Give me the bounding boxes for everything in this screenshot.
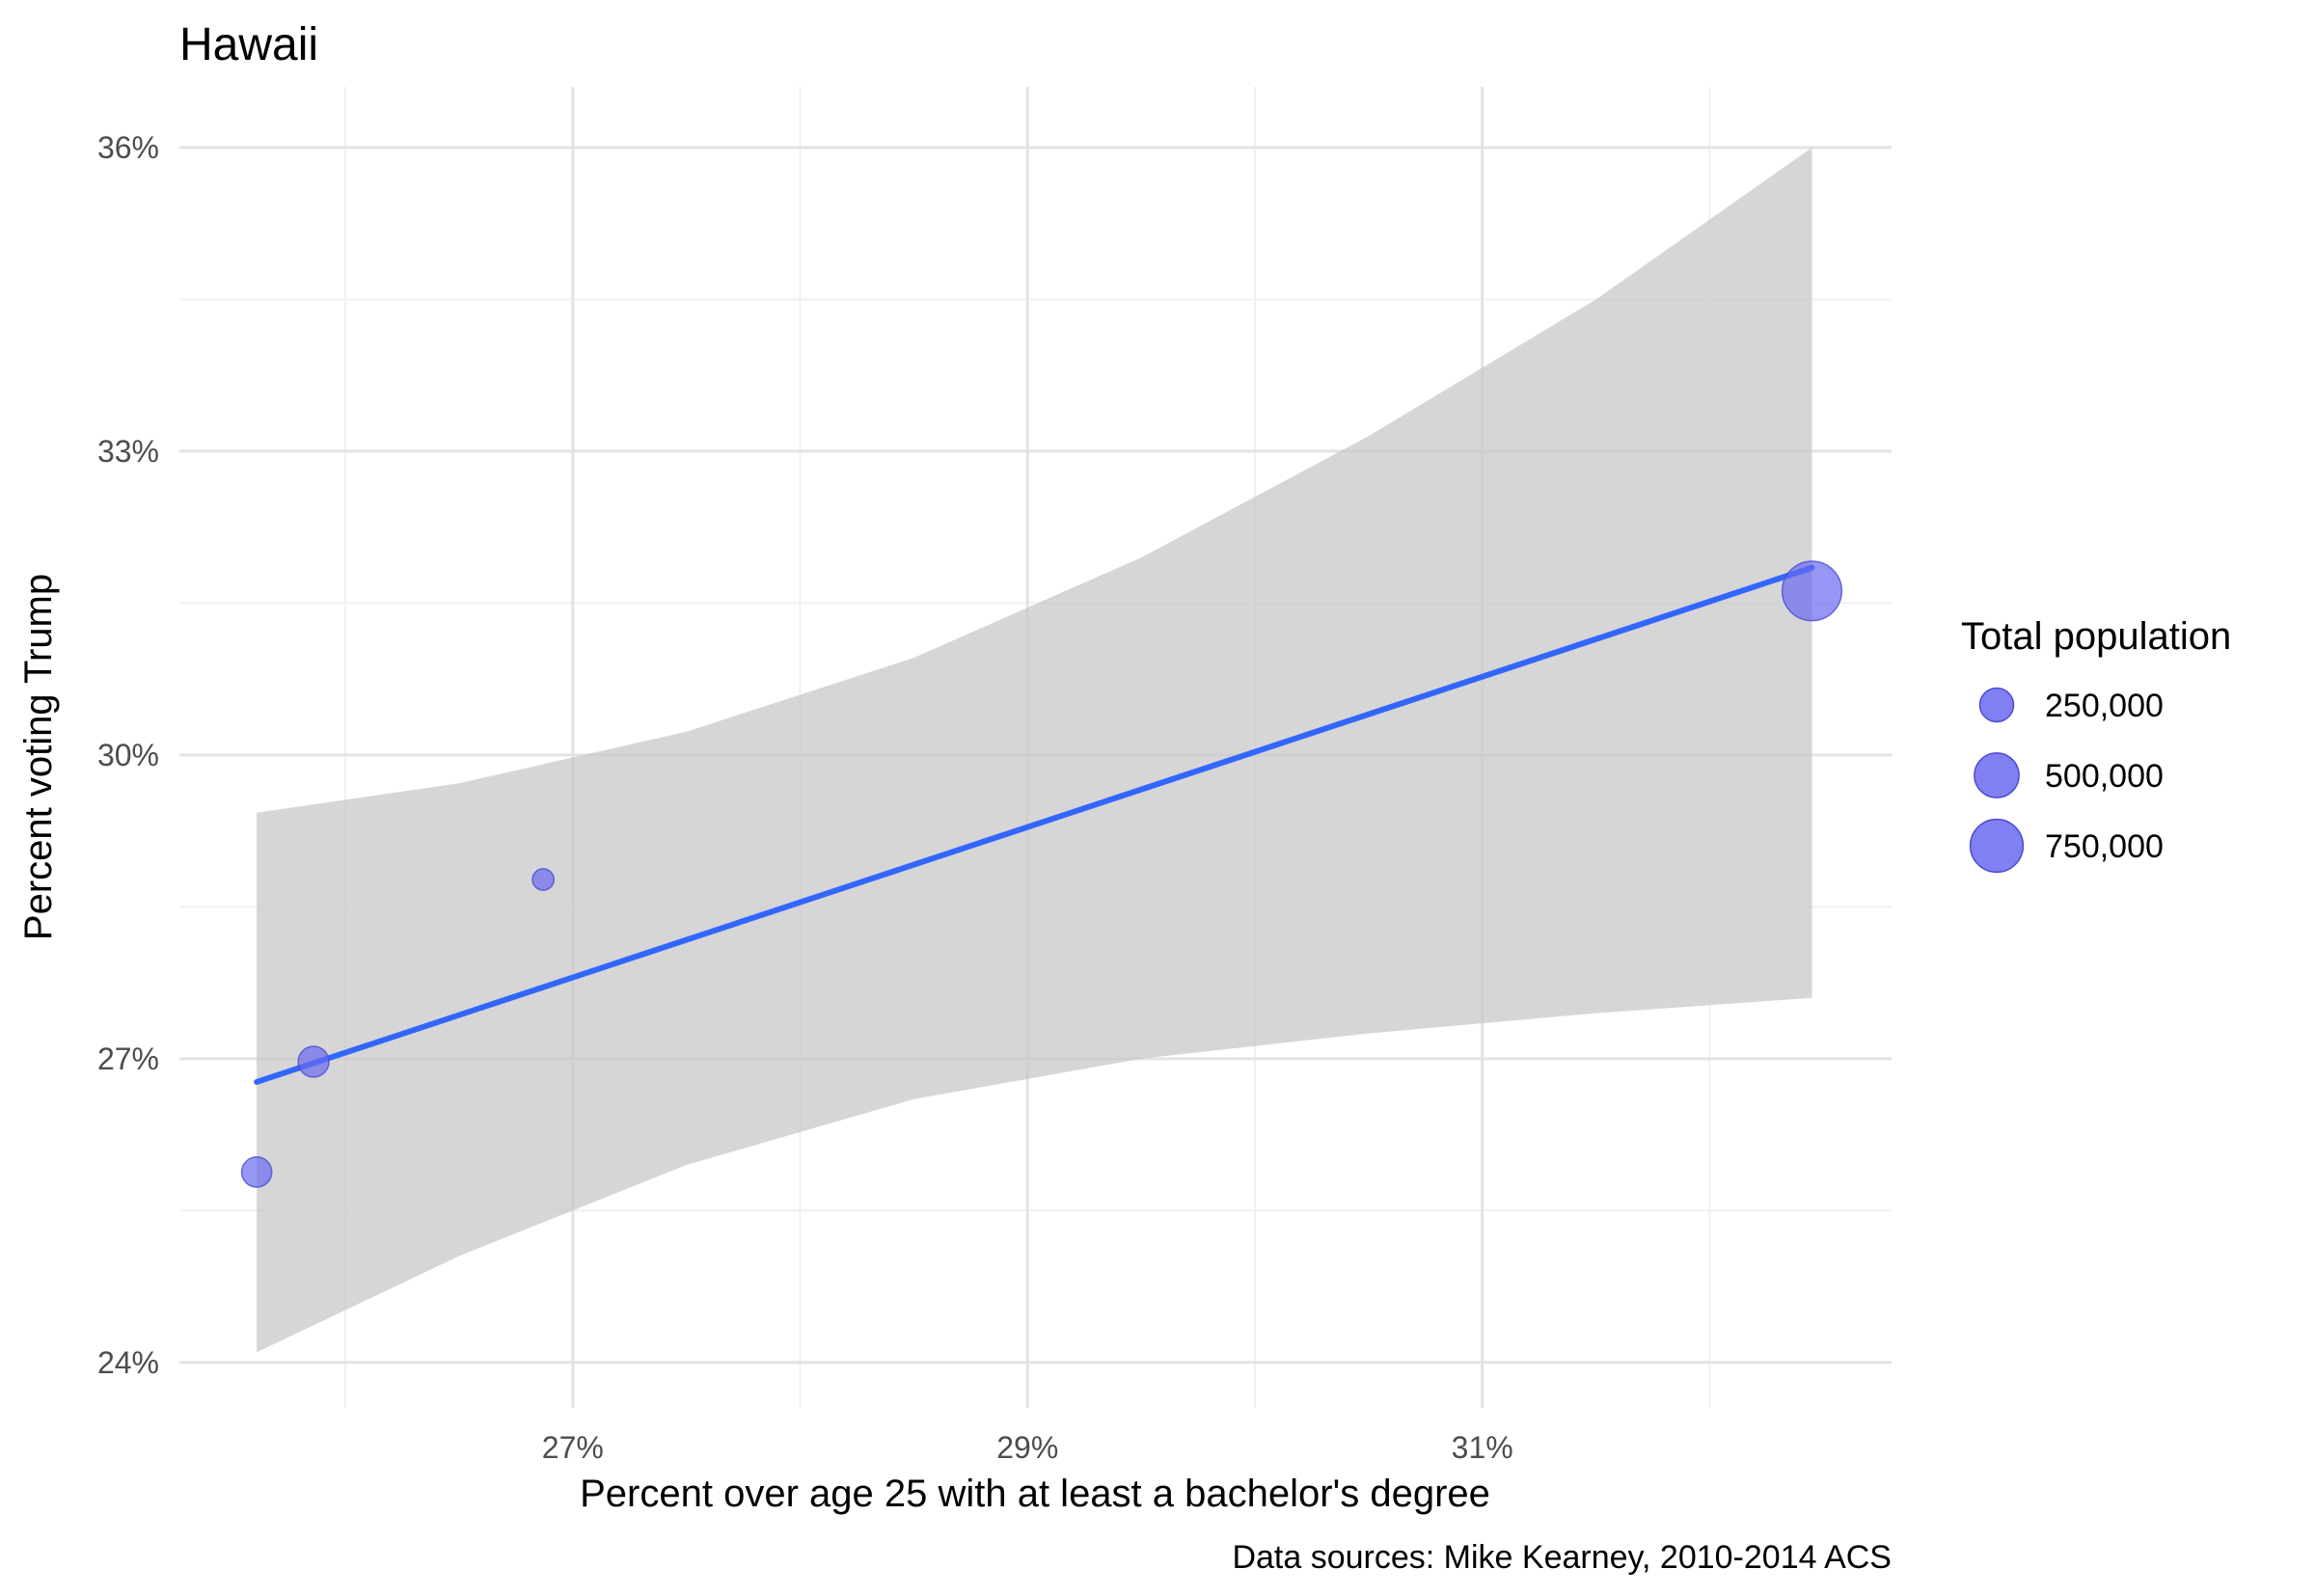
legend-label: 500,000 bbox=[2045, 758, 2164, 795]
confidence-band-layer bbox=[257, 148, 1812, 1353]
x-tick-label: 29% bbox=[996, 1430, 1058, 1465]
data-point bbox=[297, 1045, 330, 1078]
trend-line bbox=[254, 564, 1815, 1085]
legend: Total population 250,000 500,000 750,000 bbox=[1961, 615, 2231, 874]
legend-label: 250,000 bbox=[2045, 688, 2164, 724]
y-tick-label: 30% bbox=[97, 738, 159, 772]
data-point bbox=[240, 1156, 273, 1188]
confidence-band bbox=[257, 148, 1812, 1353]
x-tick-label: 27% bbox=[542, 1430, 604, 1465]
x-tick-label: 31% bbox=[1452, 1430, 1513, 1465]
plot-title: Hawaii bbox=[179, 19, 318, 70]
y-tick-label: 36% bbox=[97, 130, 159, 165]
caption: Data sources: Mike Kearney, 2010-2014 AC… bbox=[1232, 1539, 1892, 1576]
y-tick-label: 33% bbox=[97, 434, 159, 469]
data-point bbox=[1781, 560, 1843, 622]
y-tick-label: 24% bbox=[97, 1345, 159, 1380]
x-axis-title: Percent over age 25 with at least a bach… bbox=[580, 1473, 1490, 1515]
data-point bbox=[531, 868, 556, 891]
legend-key bbox=[1974, 752, 2020, 798]
legend-key bbox=[1978, 687, 2015, 723]
trend-line-layer bbox=[254, 564, 1815, 1085]
legend-title: Total population bbox=[1961, 615, 2231, 658]
x-tick-labels: 27% 29% 31% bbox=[542, 1430, 1513, 1465]
y-axis-title: Percent voting Trump bbox=[17, 574, 60, 940]
legend-key bbox=[1969, 818, 2025, 874]
y-tick-label: 27% bbox=[97, 1041, 159, 1076]
legend-items: 250,000 500,000 750,000 bbox=[1969, 687, 2164, 874]
legend-label: 750,000 bbox=[2045, 828, 2164, 865]
y-tick-labels: 24% 27% 30% 33% 36% bbox=[97, 130, 159, 1380]
points-layer bbox=[240, 560, 1843, 1188]
